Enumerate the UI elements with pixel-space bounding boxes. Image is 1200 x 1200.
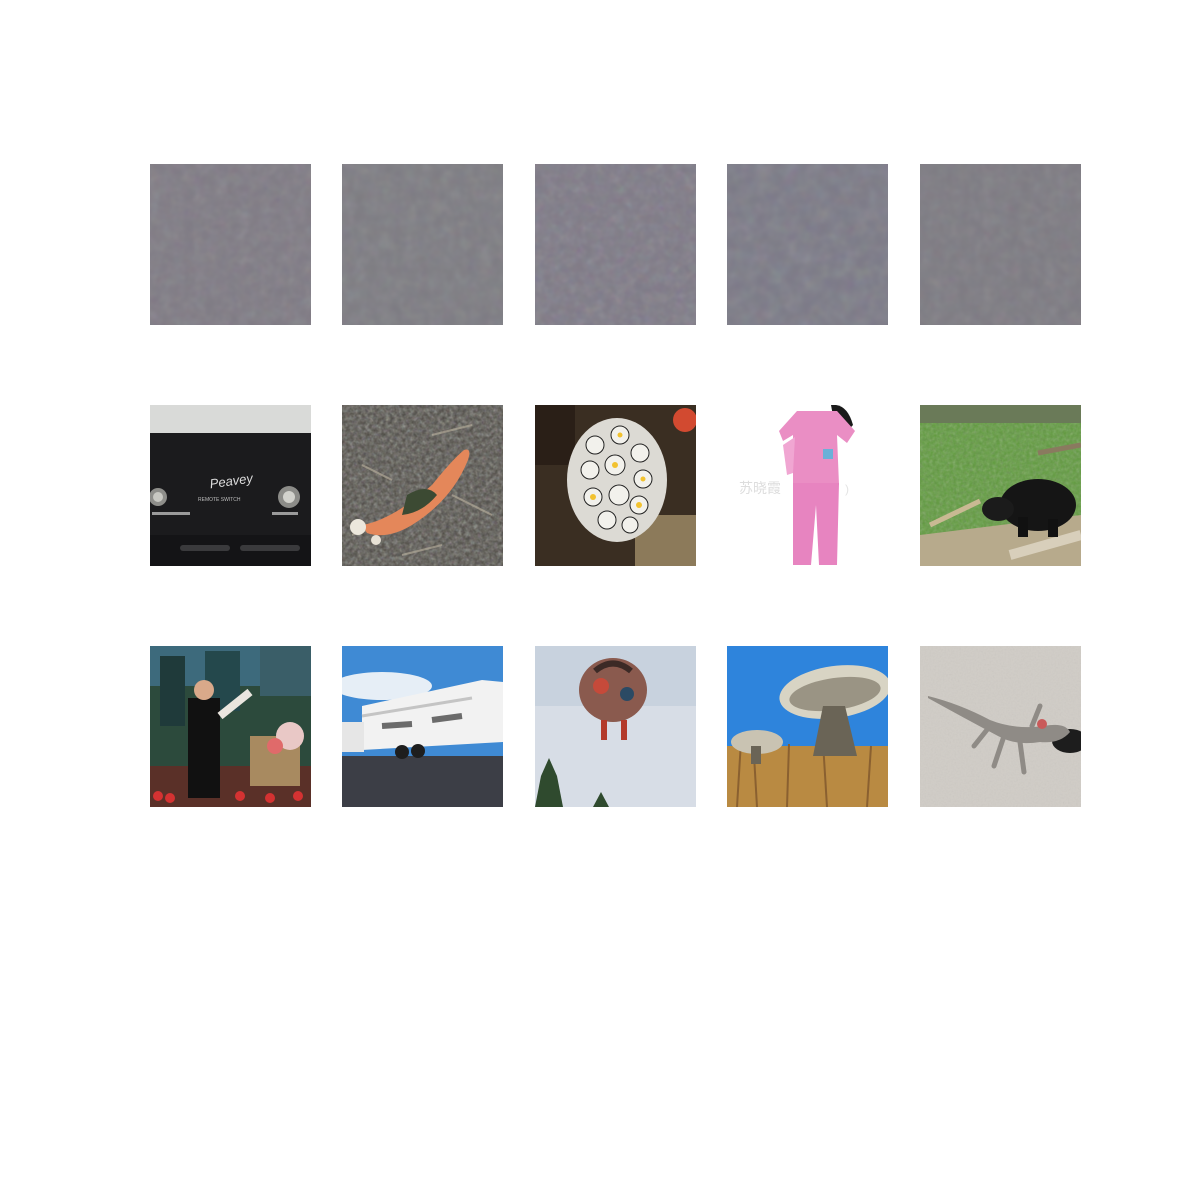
noise-tile-4	[727, 164, 888, 325]
pajamas-watermark: 苏晓霞	[739, 480, 781, 496]
mushroom-photo	[342, 405, 503, 566]
noise-tile-5	[920, 164, 1081, 325]
pajamas-photo: 苏晓霞 )	[727, 405, 888, 566]
gecko-photo	[920, 646, 1081, 807]
radio-telescope-photo	[727, 646, 888, 807]
remote-switch-text: REMOTE SWITCH	[198, 497, 241, 503]
svg-text:): )	[845, 482, 849, 496]
noise-tile-2	[342, 164, 503, 325]
sea-slug-photo	[535, 405, 696, 566]
noise-tile-1	[150, 164, 311, 325]
peavey-logo-text: Peavey	[209, 470, 256, 491]
man-presenting-photo	[150, 646, 311, 807]
footswitch-photo: Peavey REMOTE SWITCH	[150, 405, 311, 566]
rv-trailer-photo	[342, 646, 503, 807]
noise-tile-3	[535, 164, 696, 325]
hot-air-balloon-photo	[535, 646, 696, 807]
black-bear-photo	[920, 405, 1081, 566]
